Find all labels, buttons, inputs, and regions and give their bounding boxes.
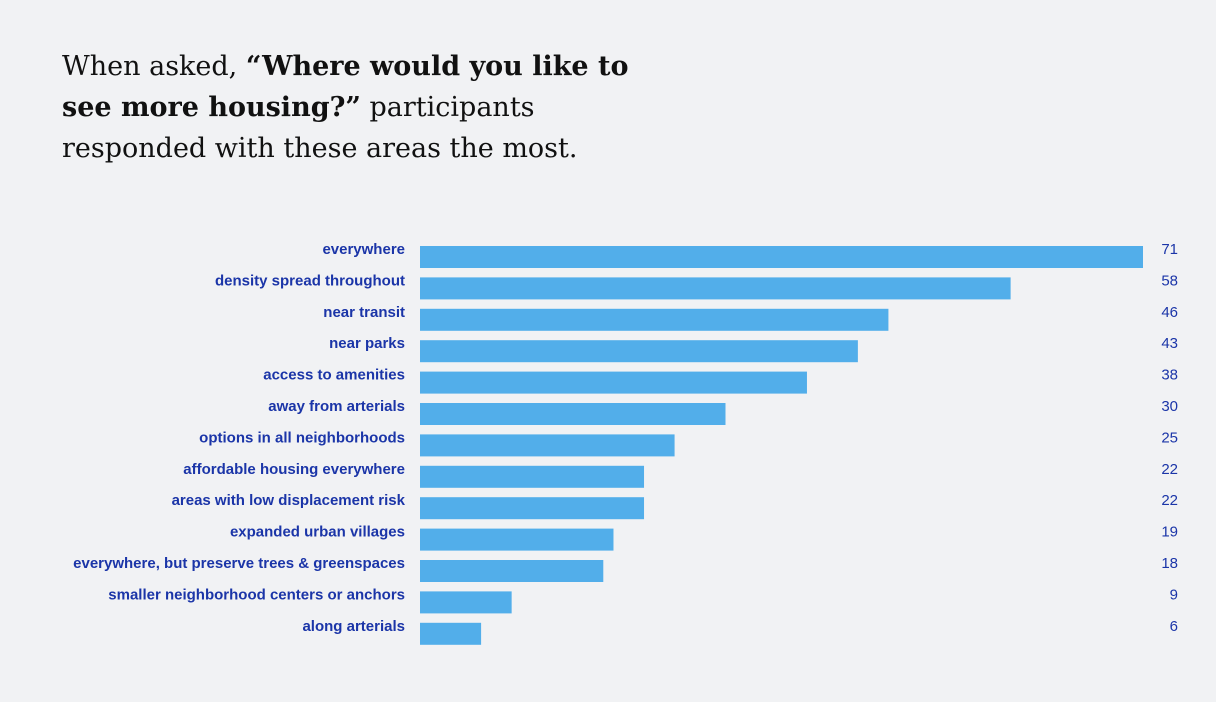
value-label-smaller-neighborhood-centers-or-anchors: 9 — [1170, 586, 1178, 603]
headline-intro: When asked, — [62, 51, 246, 82]
category-label-expanded-urban-villages: expanded urban villages — [230, 524, 405, 541]
value-label-areas-with-low-displacement-risk: 22 — [1161, 492, 1178, 509]
category-label-near-parks: near parks — [329, 335, 405, 352]
category-label-density-spread-throughout: density spread throughout — [215, 272, 405, 289]
bar-near-transit — [420, 308, 889, 331]
bar-expanded-urban-villages — [420, 528, 614, 551]
value-label-along-arterials: 6 — [1170, 618, 1178, 635]
category-label-everywhere: everywhere — [322, 241, 405, 258]
value-label-near-parks: 43 — [1161, 335, 1178, 352]
bar-away-from-arterials — [420, 403, 726, 425]
bar-access-to-amenities — [420, 371, 807, 394]
value-label-everywhere-but-preserve-trees-greenspaces: 18 — [1161, 555, 1178, 572]
category-label-options-in-all-neighborhoods: options in all neighborhoods — [199, 429, 405, 446]
value-label-options-in-all-neighborhoods: 25 — [1161, 429, 1178, 446]
headline-outro: participants responded with these areas … — [62, 92, 578, 164]
category-label-areas-with-low-displacement-risk: areas with low displacement risk — [172, 492, 406, 509]
value-label-expanded-urban-villages: 19 — [1161, 524, 1178, 541]
category-label-away-from-arterials: away from arterials — [268, 398, 405, 415]
bar-options-in-all-neighborhoods — [420, 434, 675, 457]
value-label-away-from-arterials: 30 — [1161, 398, 1178, 415]
bar-along-arterials — [420, 622, 482, 645]
bar-everywhere — [420, 246, 1143, 268]
category-label-near-transit: near transit — [323, 304, 405, 321]
category-label-smaller-neighborhood-centers-or-anchors: smaller neighborhood centers or anchors — [108, 586, 405, 603]
value-label-density-spread-throughout: 58 — [1161, 272, 1178, 289]
value-label-near-transit: 46 — [1161, 304, 1178, 321]
value-label-affordable-housing-everywhere: 22 — [1161, 461, 1178, 478]
bar-near-parks — [420, 340, 858, 363]
bar-affordable-housing-everywhere — [420, 465, 645, 488]
bar-areas-with-low-displacement-risk — [420, 497, 645, 520]
category-label-access-to-amenities: access to amenities — [263, 367, 405, 384]
value-label-everywhere: 71 — [1161, 241, 1178, 258]
category-label-everywhere-but-preserve-trees-greenspaces: everywhere, but preserve trees & greensp… — [73, 555, 405, 572]
category-label-along-arterials: along arterials — [302, 618, 405, 635]
headline-question: “Where would you like to see more housin… — [62, 51, 629, 123]
bar-density-spread-throughout — [420, 277, 1011, 300]
category-label-affordable-housing-everywhere: affordable housing everywhere — [183, 461, 405, 478]
bar-smaller-neighborhood-centers-or-anchors — [420, 591, 512, 614]
value-label-access-to-amenities: 38 — [1161, 367, 1178, 384]
bar-everywhere-but-preserve-trees-greenspaces — [420, 560, 604, 582]
headline: When asked, “Where would you like to see… — [62, 46, 642, 169]
